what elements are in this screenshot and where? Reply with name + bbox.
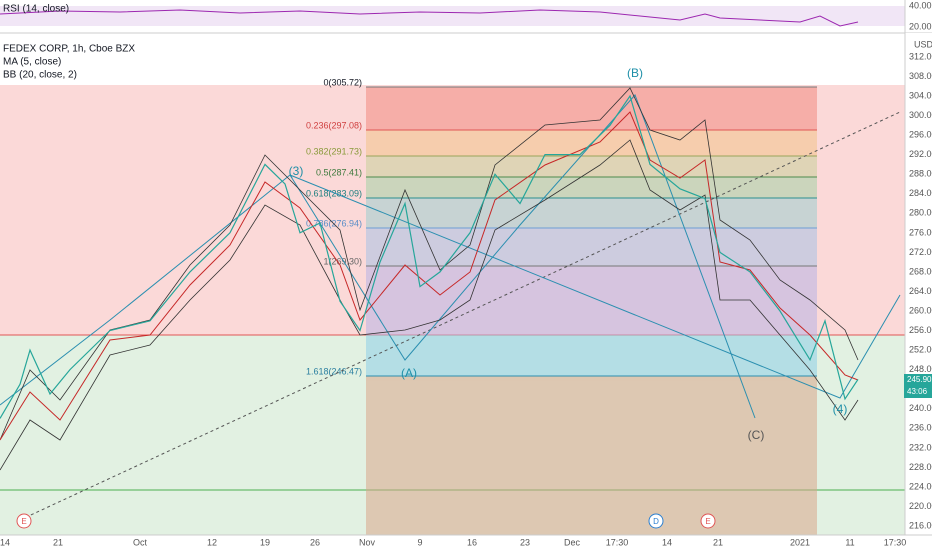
fib-band — [366, 87, 817, 130]
fib-label: 0.236(297.08) — [306, 120, 362, 130]
time-tick-label: 23 — [520, 537, 530, 547]
bb-upper — [0, 87, 859, 441]
legend-bb: BB (20, close, 2) — [3, 70, 77, 81]
wave-label: (B) — [627, 66, 643, 80]
rsi-tick: 20.00 — [909, 21, 932, 31]
price-tick-label: 312.00 — [909, 51, 932, 61]
fib-band — [366, 198, 817, 228]
price-tick-label: 252.00 — [909, 345, 932, 355]
event-label: E — [705, 517, 710, 526]
currency: USD — [914, 39, 932, 49]
time-tick-label: 14 — [0, 537, 10, 547]
wave-line — [289, 174, 901, 399]
last-price: 245.90 — [907, 375, 932, 384]
wave-label: (C) — [748, 428, 765, 442]
fib-label: 0.618(283.09) — [306, 188, 362, 198]
time-tick-label: 12 — [207, 537, 217, 547]
rsi-label: RSI (14, close) — [3, 4, 69, 15]
time-tick-label: 16 — [467, 537, 477, 547]
rsi-line — [0, 9, 859, 27]
time-tick-label: Nov — [359, 537, 376, 547]
price-tick-label: 256.00 — [909, 325, 932, 335]
time-tick-label: 17:30 — [606, 537, 629, 547]
event-marker[interactable] — [700, 513, 716, 529]
price-tick-label: 248.00 — [909, 364, 932, 374]
fib-band — [366, 156, 817, 177]
time-tick-label: Oct — [133, 537, 148, 547]
event-marker[interactable] — [16, 513, 32, 529]
time-tick-label: 11 — [845, 537, 854, 547]
price-tick-label: 224.00 — [909, 481, 932, 491]
fib-label: 1.618(246.47) — [306, 366, 362, 376]
fib-label: 0(305.72) — [323, 77, 362, 87]
fib-band — [366, 266, 817, 335]
price-tick-label: 268.00 — [909, 266, 932, 276]
time-tick-label: 14 — [662, 537, 672, 547]
price-tick-label: 228.00 — [909, 462, 932, 472]
price-tick-label: 292.00 — [909, 149, 932, 159]
time-tick-label: Dec — [564, 537, 581, 547]
price-ticks: 312.00 308.00 304.00 300.00 296.00 292.00 288.… — [909, 51, 932, 530]
event-label: E — [21, 517, 26, 526]
price-tick-label: 276.00 — [909, 227, 932, 237]
price-tick-label: 284.00 — [909, 188, 932, 198]
wave-line — [0, 94, 756, 419]
time-tick-label: 26 — [310, 537, 320, 547]
price-tick-label: 272.00 — [909, 247, 932, 257]
price-line — [0, 94, 859, 419]
price-tick-label: 232.00 — [909, 442, 932, 452]
bb-lower — [0, 139, 859, 471]
price-tick-label: 220.00 — [909, 501, 932, 511]
event-label: D — [653, 517, 659, 526]
price-tick-label: 216.00 — [909, 520, 932, 530]
time-ticks: 14 21 Oct 12 19 26 Nov 9 16 23 Dec 17:30 14 21 2021 11 1… — [0, 537, 906, 547]
ma-line — [0, 111, 859, 441]
time-tick-label: 9 — [417, 537, 422, 547]
price-axis — [905, 33, 932, 535]
fib-label: 0.786(276.94) — [306, 218, 362, 228]
price-tick-label: 288.00 — [909, 169, 932, 179]
fib-label: 0.382(291.73) — [306, 146, 362, 156]
fib-retracement — [366, 87, 817, 535]
rsi-band — [0, 6, 905, 26]
price-tick-label: 304.00 — [909, 90, 932, 100]
price-tick-label: 300.00 — [909, 110, 932, 120]
fib-band — [366, 376, 817, 535]
price-tick-label: 236.00 — [909, 423, 932, 433]
price-tick-label: 296.00 — [909, 130, 932, 140]
last-price-tag — [904, 374, 932, 398]
wave-label: (3) — [289, 164, 304, 178]
fib-label: 0.5(287.41) — [316, 167, 362, 177]
legend-symbol: FEDEX CORP, 1h, Cboe BZX — [3, 44, 135, 55]
rsi-tick: 40.00 — [909, 0, 932, 10]
time-tick-label: 21 — [53, 537, 63, 547]
fib-band — [366, 335, 817, 376]
price-tick-label: 280.00 — [909, 208, 932, 218]
time-tick-label: 19 — [260, 537, 270, 547]
fib-band — [366, 177, 817, 198]
price-tick-label: 260.00 — [909, 305, 932, 315]
price-tick-label: 308.00 — [909, 71, 932, 81]
time-tick-label: 2021 — [790, 537, 810, 547]
fib-label: 1(269.30) — [323, 256, 362, 266]
legend-ma: MA (5, close) — [3, 57, 61, 68]
price-tick-label: 240.00 — [909, 403, 932, 413]
wave-label: (A) — [401, 366, 417, 380]
countdown: 43:06 — [907, 387, 928, 396]
event-marker[interactable] — [648, 513, 664, 529]
wave-label: (4) — [833, 402, 848, 416]
time-tick-label: 21 — [713, 537, 723, 547]
time-tick-label: 17:30 — [884, 537, 907, 547]
price-tick-label: 264.00 — [909, 286, 932, 296]
